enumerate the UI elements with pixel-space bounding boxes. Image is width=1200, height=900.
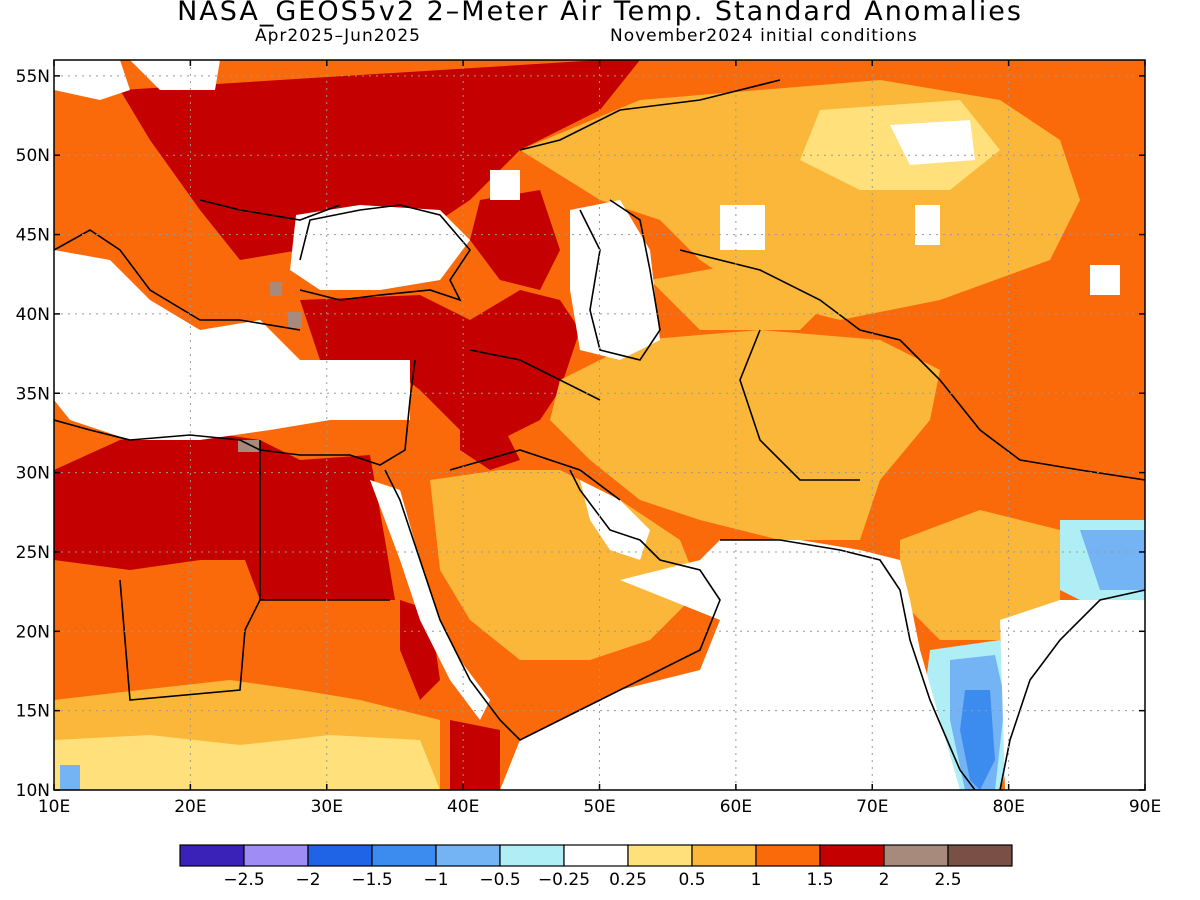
lat-label: 20N: [16, 622, 50, 642]
legend-label: 1.5: [806, 870, 833, 890]
legend-swatch: [819, 844, 885, 867]
lon-label: 70E: [856, 797, 888, 817]
legend-swatch: [627, 844, 693, 867]
lat-label: 50N: [16, 146, 50, 166]
map-title: NASA_GEOS5v2 2–Meter Air Temp. Standard …: [177, 0, 1023, 27]
lat-label: 10N: [16, 781, 50, 801]
legend-swatch: [691, 844, 757, 867]
legend-swatch: [371, 844, 437, 867]
coastlines: [54, 79, 1145, 790]
lat-label: 40N: [16, 305, 50, 325]
lat-label: 15N: [16, 702, 50, 722]
lat-label: 25N: [16, 543, 50, 563]
legend-swatch: [755, 844, 821, 867]
legend-label: −2.5: [223, 870, 264, 890]
lon-label: 10E: [38, 797, 70, 817]
lon-label: 50E: [583, 797, 615, 817]
legend-swatch: [883, 844, 949, 867]
legend-label: 2.5: [934, 870, 961, 890]
lon-label: 90E: [1129, 797, 1161, 817]
lon-label: 40E: [447, 797, 479, 817]
legend-swatch: [435, 844, 501, 867]
legend-label: −2: [295, 870, 320, 890]
forecast-period: Apr2025–Jun2025: [255, 26, 421, 46]
lon-label: 20E: [174, 797, 206, 817]
lat-label: 55N: [16, 67, 50, 87]
legend-label: 1: [751, 870, 762, 890]
legend-swatch: [563, 844, 629, 867]
legend-swatch: [243, 844, 309, 867]
legend-swatch: [947, 844, 1013, 867]
legend-label: 0.25: [609, 870, 647, 890]
legend-label: 2: [879, 870, 890, 890]
lon-label: 80E: [992, 797, 1024, 817]
legend-label: −0.5: [479, 870, 520, 890]
lat-label: 45N: [16, 226, 50, 246]
legend-label: 0.5: [678, 870, 705, 890]
initial-conditions: November2024 initial conditions: [610, 26, 918, 46]
legend-label: −1.5: [351, 870, 392, 890]
legend-swatch: [307, 844, 373, 867]
axis-ticks: 10E 20E 30E 40E 50E 60E 70E 80E 90E 10N 15N 20N 25N 3…: [16, 60, 1161, 817]
lon-label: 30E: [311, 797, 343, 817]
lat-label: 35N: [16, 384, 50, 404]
legend-label: −1: [423, 870, 448, 890]
legend-swatch: [179, 844, 245, 867]
color-legend: −2.5 −2 −1.5 −1 −0.5 −0.25 0.25 0.5 1 1.5 2 2.5: [179, 844, 1013, 890]
anomaly-field: [54, 60, 1145, 790]
legend-swatch: [499, 844, 565, 867]
lat-label: 30N: [16, 464, 50, 484]
legend-label: −0.25: [538, 870, 590, 890]
lon-label: 60E: [720, 797, 752, 817]
grid-lines: [54, 60, 1145, 790]
